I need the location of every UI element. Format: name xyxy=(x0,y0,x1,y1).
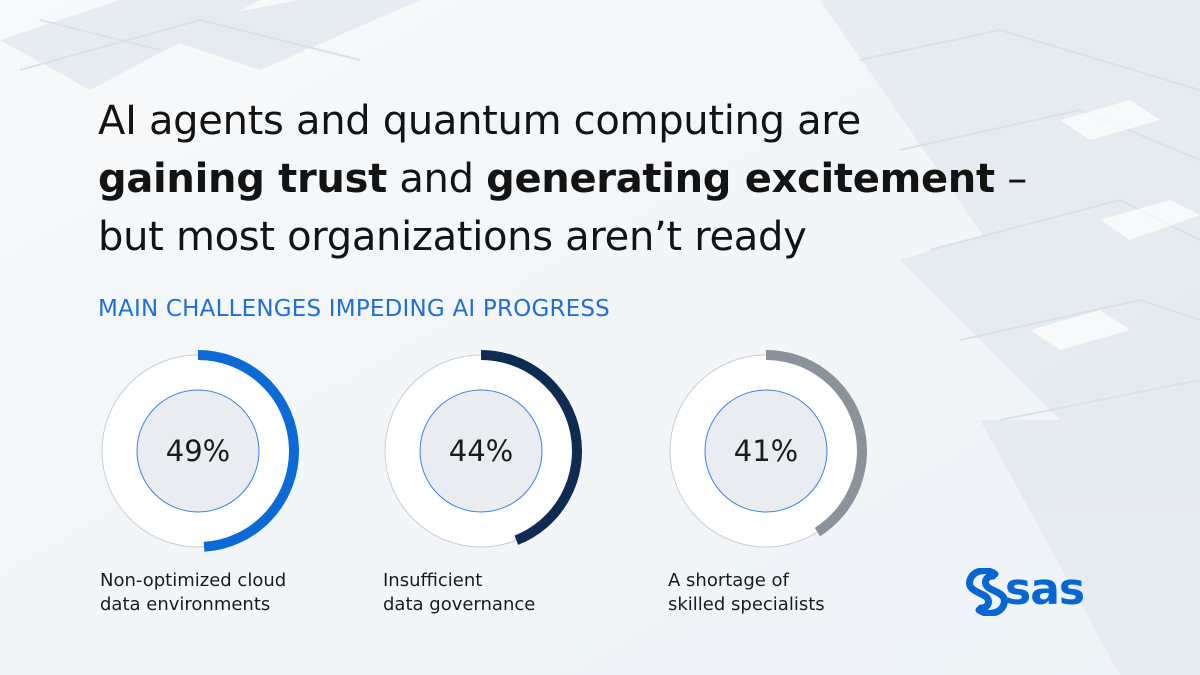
category-label-line: A shortage of xyxy=(668,570,789,591)
headline-line-1: AI agents and quantum computing are xyxy=(98,98,861,144)
chart-title: MAIN CHALLENGES IMPEDING AI PROGRESS xyxy=(98,296,610,322)
category-label-line: Non-optimized cloud xyxy=(100,570,287,591)
donut-chart-3: 41% xyxy=(665,350,867,552)
category-label-line: Insufficient xyxy=(383,570,483,591)
headline-bold-generating-excitement: generating excitement xyxy=(486,156,995,202)
sas-logo-text: sas xyxy=(1005,564,1085,615)
donut-value-label: 44% xyxy=(448,434,514,468)
category-label-line: data governance xyxy=(383,594,536,615)
donut-inner-disc xyxy=(704,389,828,513)
donut-svg-3 xyxy=(669,350,867,548)
sas-logo-s-icon xyxy=(966,568,1008,616)
donut-inner-disc xyxy=(419,389,543,513)
headline-line-2: gaining trust and generating excitement … xyxy=(98,150,1027,208)
sas-logo: sas xyxy=(965,564,1105,616)
category-label-3: A shortage of skilled specialists xyxy=(668,569,825,617)
category-label-line: skilled specialists xyxy=(668,594,825,615)
category-label-2: Insufficient data governance xyxy=(383,569,535,617)
headline-line-2-end: – xyxy=(994,156,1027,202)
donut-arc-3 xyxy=(765,350,867,537)
donut-arc-1 xyxy=(197,350,299,552)
donut-chart-1: 49% xyxy=(97,350,299,552)
donut-svg-1 xyxy=(101,350,299,552)
donut-arc-2 xyxy=(480,350,582,545)
headline: AI agents and quantum computing are gain… xyxy=(98,92,1027,266)
category-label-1: Non-optimized cloud data environments xyxy=(100,569,286,617)
category-label-line: data environments xyxy=(100,594,271,615)
donut-value-label: 49% xyxy=(165,434,231,468)
donut-value-label: 41% xyxy=(733,434,799,468)
donut-svg-2 xyxy=(384,350,582,548)
donut-chart-2: 44% xyxy=(380,350,582,552)
headline-line-3: but most organizations aren’t ready xyxy=(98,214,807,260)
headline-bold-gaining-trust: gaining trust xyxy=(98,156,387,202)
donut-inner-disc xyxy=(136,389,260,513)
headline-line-2-mid: and xyxy=(386,156,487,202)
